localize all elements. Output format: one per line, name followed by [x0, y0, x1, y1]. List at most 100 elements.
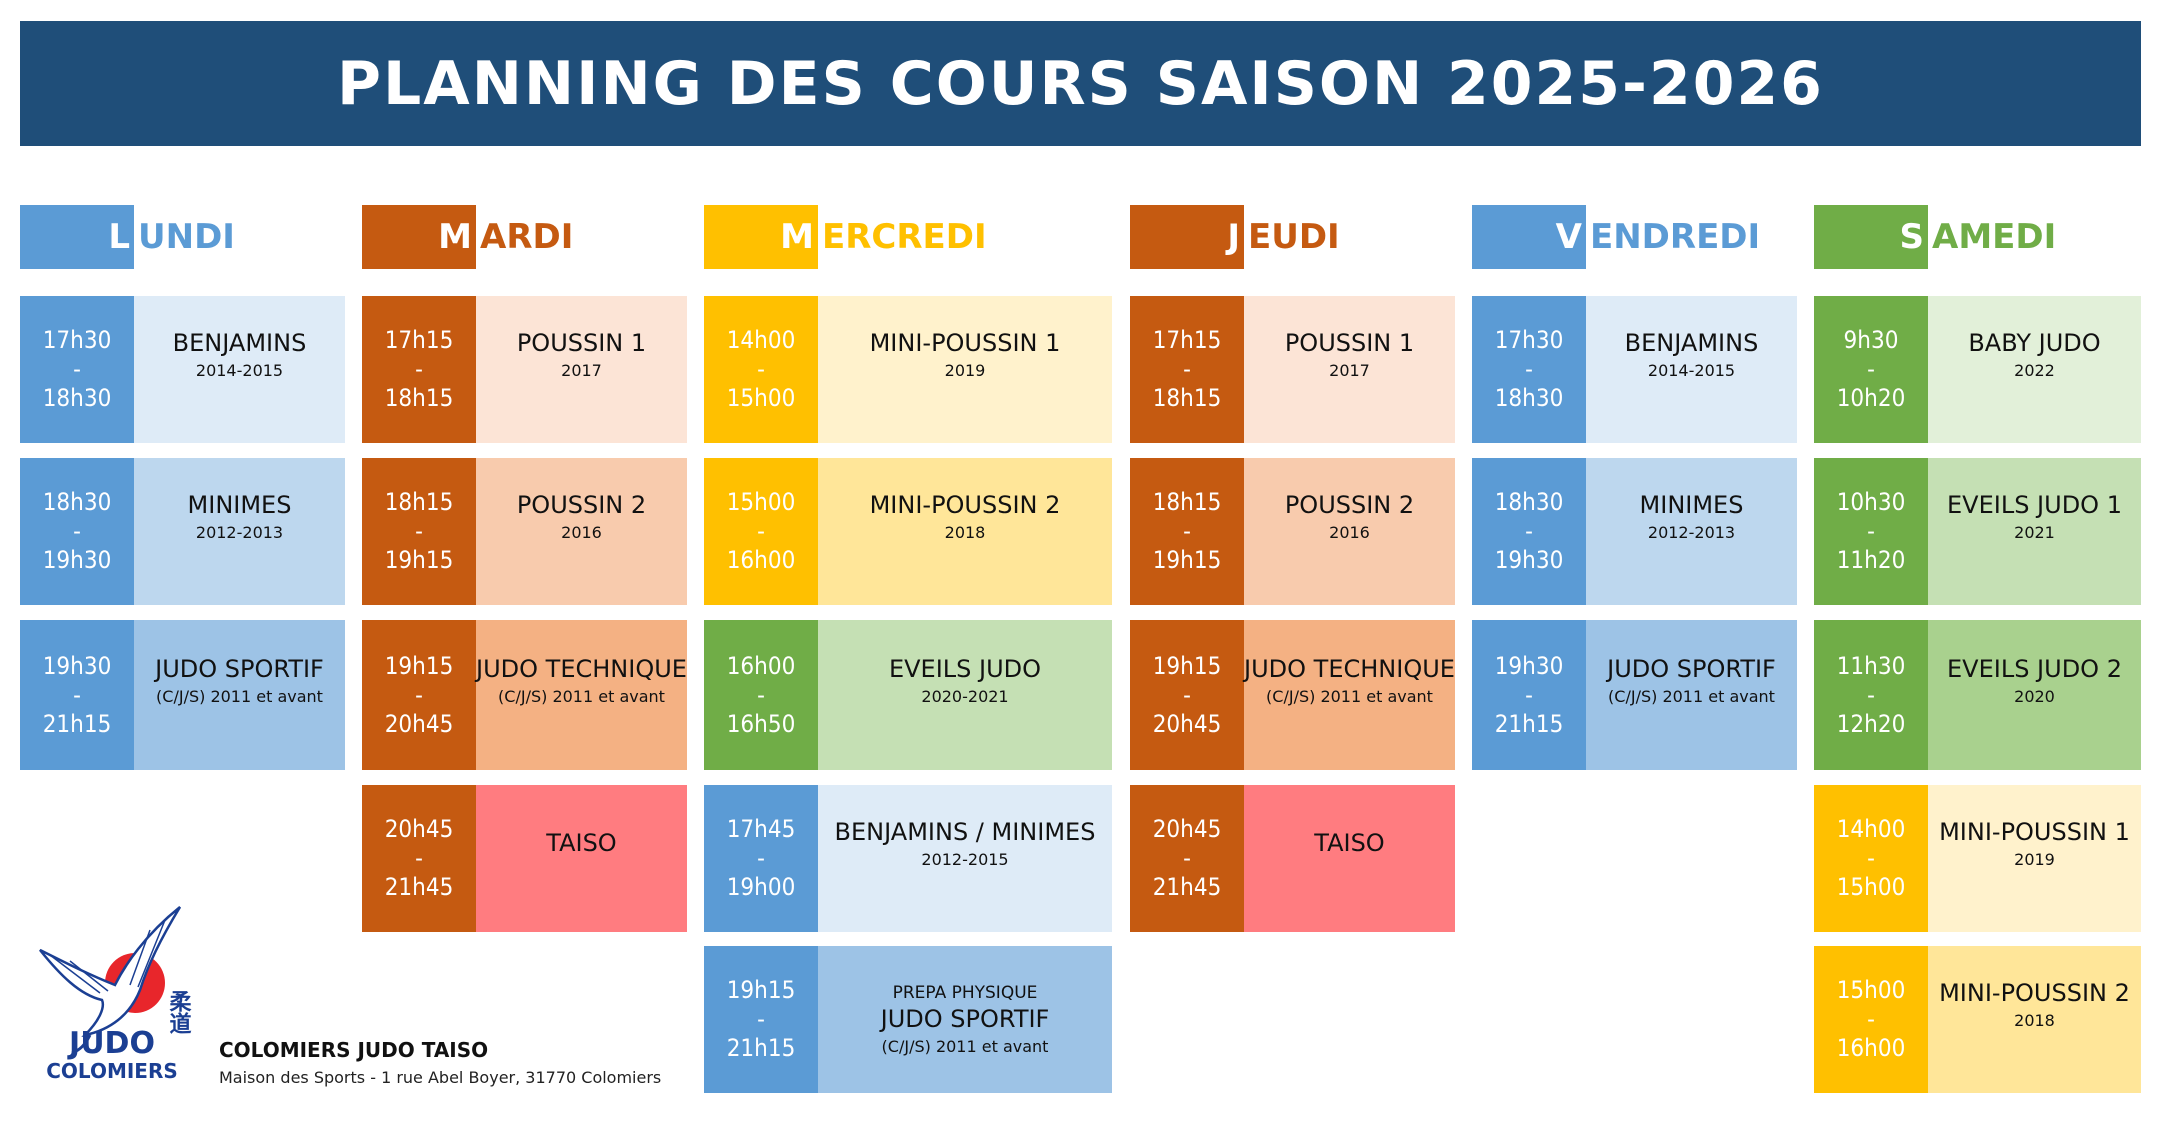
class-slot: 17h30-18h30 BENJAMINS 2014-2015 — [20, 296, 345, 443]
slot-start-time: 20h45 — [1152, 815, 1222, 843]
slot-time: 18h30-19h30 — [1472, 458, 1586, 605]
class-slot: 19h30-21h15 JUDO SPORTIF (C/J/S) 2011 et a… — [1472, 620, 1797, 770]
time-separator: - — [757, 1005, 765, 1033]
slot-info: MINIMES 2012-2013 — [134, 458, 345, 605]
slot-title: EVEILS JUDO 1 — [1947, 491, 2122, 519]
slot-info: JUDO SPORTIF (C/J/S) 2011 et avant — [1586, 620, 1797, 770]
slot-info: JUDO TECHNIQUE (C/J/S) 2011 et avant — [476, 620, 687, 770]
slot-start-time: 18h15 — [1152, 488, 1222, 516]
slot-subtitle: (C/J/S) 2011 et avant — [881, 1037, 1049, 1056]
slot-info: JUDO TECHNIQUE (C/J/S) 2011 et avant — [1244, 620, 1455, 770]
judo-bird-icon: 柔道 JUDO COLOMIERS — [39, 906, 192, 1083]
slot-time: 17h30-18h30 — [1472, 296, 1586, 443]
day-name-rest: ARDI — [480, 217, 574, 257]
class-slot: 14h00-15h00 MINI-POUSSIN 1 2019 — [704, 296, 1112, 443]
slot-start-time: 9h30 — [1843, 326, 1899, 354]
slot-time: 19h30-21h15 — [20, 620, 134, 770]
slot-time: 16h00-16h50 — [704, 620, 818, 770]
slot-title: BABY JUDO — [1968, 329, 2101, 357]
slot-title: TAISO — [546, 829, 617, 857]
slot-info: JUDO SPORTIF (C/J/S) 2011 et avant — [134, 620, 345, 770]
slot-end-time: 18h15 — [384, 384, 454, 412]
slot-title: JUDO TECHNIQUE — [476, 654, 687, 683]
slot-start-time: 19h15 — [1152, 651, 1222, 680]
slot-subtitle: 2014-2015 — [1647, 361, 1736, 380]
slot-end-time: 15h00 — [1836, 873, 1906, 901]
slot-end-time: 10h20 — [1836, 384, 1906, 412]
time-separator: - — [1525, 355, 1533, 383]
slot-title: MINIMES — [187, 491, 292, 519]
class-slot: 19h15-20h45 JUDO TECHNIQUE (C/J/S) 2011 et… — [362, 620, 687, 770]
slot-subtitle: 2012-2015 — [921, 850, 1009, 869]
slot-title: MINIMES — [1639, 491, 1744, 519]
slot-title: EVEILS JUDO — [888, 654, 1042, 683]
slot-time: 9h30-10h20 — [1814, 296, 1928, 443]
slot-end-time: 16h00 — [726, 546, 796, 574]
slot-end-time: 19h15 — [1152, 546, 1222, 574]
class-slot: 11h30-12h20 EVEILS JUDO 2 2020 — [1814, 620, 2141, 770]
class-slot: 18h30-19h30 MINIMES 2012-2013 — [1472, 458, 1797, 605]
time-separator: - — [415, 680, 423, 709]
slot-subtitle: 2017 — [561, 361, 602, 380]
slot-end-time: 20h45 — [1152, 709, 1222, 738]
slot-info: PREPA PHYSIQUE JUDO SPORTIF (C/J/S) 2011 e… — [818, 946, 1112, 1093]
time-separator: - — [415, 517, 423, 545]
class-slot: 17h30-18h30 BENJAMINS 2014-2015 — [1472, 296, 1797, 443]
slot-end-time: 18h30 — [1494, 384, 1564, 412]
time-separator: - — [1525, 517, 1533, 545]
class-slot: 19h15-21h15 PREPA PHYSIQUE JUDO SPORTIF (C/… — [704, 946, 1112, 1093]
slot-start-time: 20h45 — [384, 815, 454, 843]
time-separator: - — [757, 680, 765, 709]
class-slot: 19h15-20h45 JUDO TECHNIQUE (C/J/S) 2011 et… — [1130, 620, 1455, 770]
slot-end-time: 20h45 — [384, 709, 454, 738]
class-slot: 14h00-15h00 MINI-POUSSIN 1 2019 — [1814, 785, 2141, 932]
slot-start-time: 19h30 — [42, 651, 112, 680]
slot-subtitle: (C/J/S) 2011 et avant — [156, 686, 323, 706]
club-address: Maison des Sports - 1 rue Abel Boyer, 31… — [219, 1068, 662, 1087]
slot-title: BENJAMINS / MINIMES — [834, 818, 1096, 846]
slot-start-time: 14h00 — [726, 326, 796, 354]
slot-info: POUSSIN 2 2016 — [476, 458, 687, 605]
time-separator: - — [73, 517, 81, 545]
slot-info: TAISO — [476, 785, 687, 932]
day-name-rest: ENDREDI — [1590, 217, 1761, 257]
slot-start-time: 19h30 — [1494, 651, 1564, 680]
slot-end-time: 19h15 — [384, 546, 454, 574]
slot-title: JUDO SPORTIF — [155, 654, 324, 683]
slot-subtitle: 2019 — [2014, 850, 2055, 869]
slot-end-time: 19h00 — [726, 873, 796, 901]
slot-info: EVEILS JUDO 2 2020 — [1928, 620, 2141, 770]
time-separator: - — [1867, 355, 1875, 383]
slot-subtitle: (C/J/S) 2011 et avant — [1266, 686, 1433, 706]
time-separator: - — [1183, 355, 1191, 383]
slot-end-time: 11h20 — [1836, 546, 1906, 574]
slot-title: POUSSIN 2 — [516, 491, 647, 519]
slot-subtitle: 2012-2013 — [195, 523, 284, 542]
slot-time: 18h15-19h15 — [362, 458, 476, 605]
slot-subtitle: 2016 — [561, 523, 602, 542]
slot-info: BENJAMINS 2014-2015 — [1586, 296, 1797, 443]
slot-start-time: 10h30 — [1836, 488, 1906, 516]
slot-time: 14h00-15h00 — [704, 296, 818, 443]
slot-info: MINI-POUSSIN 2 2018 — [1928, 946, 2141, 1093]
day-name-rest: ERCREDI — [822, 217, 987, 257]
slot-start-time: 11h30 — [1836, 651, 1906, 680]
slot-info: POUSSIN 2 2016 — [1244, 458, 1455, 605]
slot-start-time: 17h15 — [384, 326, 454, 354]
day-name-rest: AMEDI — [1932, 217, 2057, 257]
slot-prefix: PREPA PHYSIQUE — [892, 983, 1038, 1003]
slot-subtitle: 2017 — [1329, 361, 1370, 380]
time-separator: - — [1867, 1005, 1875, 1033]
day-initial: M — [362, 205, 476, 269]
slot-title: MINI-POUSSIN 2 — [1939, 979, 2130, 1007]
day-header: V ENDREDI — [1472, 205, 1922, 269]
slot-time: 11h30-12h20 — [1814, 620, 1928, 770]
slot-time: 14h00-15h00 — [1814, 785, 1928, 932]
slot-subtitle: 2018 — [2014, 1011, 2055, 1030]
slot-info: BENJAMINS 2014-2015 — [134, 296, 345, 443]
slot-info: EVEILS JUDO 1 2021 — [1928, 458, 2141, 605]
slot-info: BENJAMINS / MINIMES 2012-2015 — [818, 785, 1112, 932]
slot-subtitle: 2018 — [944, 523, 986, 542]
slot-title: BENJAMINS — [1624, 329, 1759, 357]
slot-info: TAISO — [1244, 785, 1455, 932]
